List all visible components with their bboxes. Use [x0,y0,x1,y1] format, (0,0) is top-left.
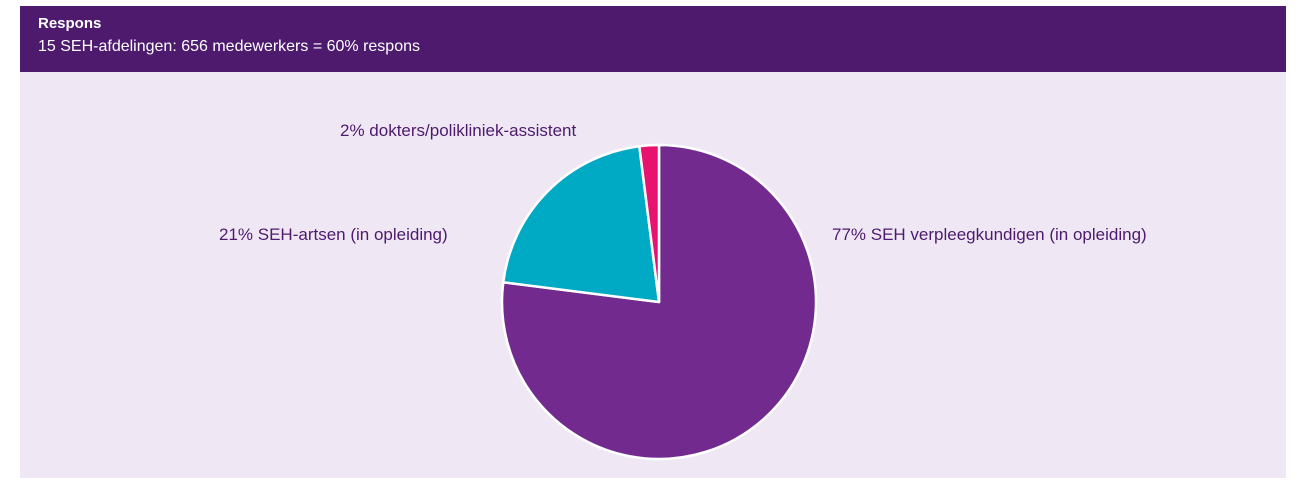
pie-slice-nurses [500,143,818,461]
pie-chart: 77% SEH verpleegkundigen (in opleiding) … [219,121,1147,461]
chart-subtitle: 15 SEH-afdelingen: 656 medewerkers = 60%… [38,38,420,55]
slice-label-doctors: 21% SEH-artsen (in opleiding) [219,225,448,244]
pie-slice-assistants [638,143,661,304]
slice-label-nurses: 77% SEH verpleegkundigen (in opleiding) [832,225,1147,244]
chart-panel: 77% SEH verpleegkundigen (in opleiding) … [20,72,1286,478]
chart-title: Respons [38,15,102,32]
chart-header: Respons 15 SEH-afdelingen: 656 medewerke… [20,6,1286,72]
pie-slice-doctors [501,144,661,304]
slice-label-assistants: 2% dokters/polikliniek-assistent [340,121,576,140]
